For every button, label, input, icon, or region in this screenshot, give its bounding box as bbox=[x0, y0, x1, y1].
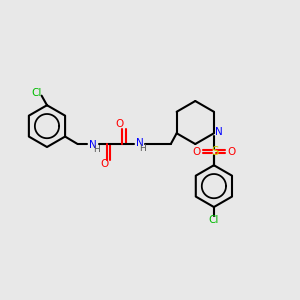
Text: O: O bbox=[100, 159, 108, 169]
Text: O: O bbox=[227, 147, 235, 157]
Text: O: O bbox=[116, 119, 124, 129]
Text: N: N bbox=[136, 137, 144, 148]
Text: H: H bbox=[93, 145, 100, 154]
Text: N: N bbox=[215, 127, 223, 137]
Text: Cl: Cl bbox=[209, 215, 219, 226]
Text: N: N bbox=[89, 140, 97, 150]
Text: H: H bbox=[139, 144, 146, 153]
Text: Cl: Cl bbox=[31, 88, 41, 98]
Text: S: S bbox=[212, 145, 219, 158]
Text: O: O bbox=[193, 147, 201, 157]
